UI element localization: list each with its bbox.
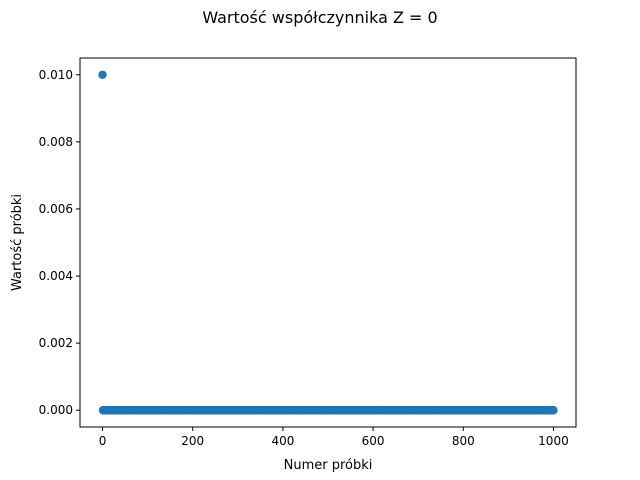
y-tick-label: 0.002 <box>39 336 73 350</box>
y-tick-label: 0.008 <box>39 135 73 149</box>
x-axis: 0 200 400 600 800 1000 <box>99 427 569 448</box>
y-tick-label: 0.006 <box>39 202 73 216</box>
chart-title: Wartość współczynnika Z = 0 <box>202 8 437 27</box>
y-axis-label: Wartość próbki <box>10 194 25 291</box>
y-tick-label: 0.004 <box>39 269 73 283</box>
x-tick-label: 800 <box>452 434 475 448</box>
x-axis-label: Numer próbki <box>284 458 373 473</box>
y-axis: 0.000 0.002 0.004 0.006 0.008 0.010 <box>39 68 80 417</box>
data-points <box>98 70 558 415</box>
x-tick-label: 1000 <box>538 434 569 448</box>
plot-area <box>79 57 577 428</box>
x-tick-label: 200 <box>181 434 204 448</box>
y-tick-label: 0.000 <box>39 403 73 417</box>
x-tick-label: 400 <box>271 434 294 448</box>
x-tick-label: 0 <box>99 434 107 448</box>
x-tick-label: 600 <box>362 434 385 448</box>
data-point <box>98 70 107 79</box>
y-tick-label: 0.010 <box>39 68 73 82</box>
data-point <box>549 406 558 415</box>
